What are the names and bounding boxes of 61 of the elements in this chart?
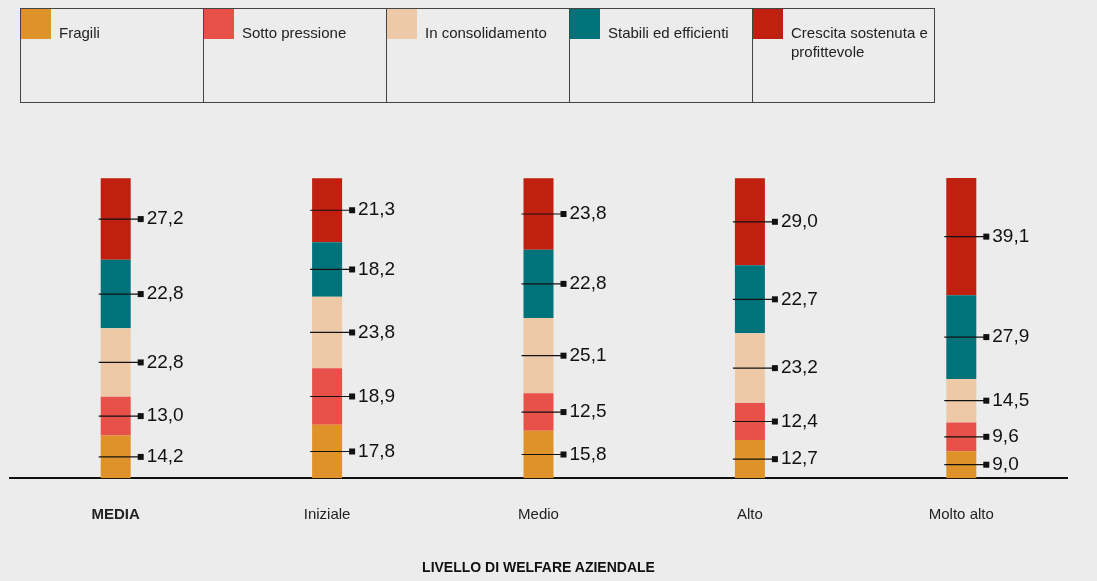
legend-label: In consolidamento <box>425 23 548 42</box>
data-label: 27,2 <box>146 207 184 229</box>
legend-label: Fragili <box>59 23 101 42</box>
data-label: 13,0 <box>146 404 184 426</box>
data-label: 23,8 <box>358 320 396 342</box>
bar <box>523 393 554 431</box>
bar <box>100 328 131 397</box>
data-label: 22,8 <box>146 282 184 304</box>
bar <box>734 333 765 403</box>
bar <box>312 242 343 297</box>
data-label: 27,9 <box>992 325 1030 347</box>
x-axis-title: LIVELLO DI WELFARE AZIENDALE <box>422 559 655 576</box>
data-label: 17,8 <box>358 439 396 461</box>
bar <box>734 265 765 334</box>
bar <box>523 318 554 394</box>
data-label: 22,8 <box>146 350 184 372</box>
data-label: 12,5 <box>569 400 607 422</box>
bar <box>312 296 343 369</box>
data-label: 22,8 <box>569 272 607 294</box>
bar <box>523 249 554 319</box>
x-tick-label: Iniziale <box>303 505 351 523</box>
bar <box>523 178 554 250</box>
bar <box>312 178 343 243</box>
data-label: 25,1 <box>569 343 607 365</box>
data-label: 12,4 <box>780 409 819 431</box>
bar <box>100 396 131 436</box>
x-tick-label: Alto <box>736 505 763 523</box>
bar <box>312 368 343 425</box>
x-tick-label: Molto alto <box>928 505 994 523</box>
bar <box>312 424 343 479</box>
bar <box>734 440 765 479</box>
x-tick-label: MEDIA <box>91 505 141 523</box>
legend-label: Stabili ed efficienti <box>608 23 730 42</box>
bar <box>946 422 977 452</box>
data-label: 39,1 <box>992 224 1030 246</box>
data-label: 9,6 <box>992 425 1019 447</box>
data-label: 18,2 <box>358 257 396 279</box>
bar <box>100 259 131 329</box>
data-label: 12,7 <box>780 447 818 469</box>
bar <box>734 402 765 441</box>
bar <box>523 430 554 479</box>
data-label: 23,8 <box>569 202 607 224</box>
bar <box>946 178 977 296</box>
bar <box>100 178 131 260</box>
data-label: 15,8 <box>569 442 607 464</box>
data-label: 22,7 <box>780 287 818 309</box>
data-label: 14,5 <box>992 388 1030 410</box>
bar <box>734 178 765 266</box>
data-label: 9,0 <box>992 452 1019 474</box>
data-label: 23,2 <box>780 356 818 378</box>
data-label: 29,0 <box>780 210 818 232</box>
bar <box>946 378 977 423</box>
bar <box>946 295 977 379</box>
bar <box>946 451 977 479</box>
data-label: 14,2 <box>146 445 184 467</box>
data-label: 18,9 <box>358 384 396 406</box>
legend-label: Crescita sostenuta e profittevole <box>791 23 929 61</box>
x-tick-label: Medio <box>518 505 559 523</box>
legend-label: Sotto pressione <box>242 23 348 42</box>
data-label: 21,3 <box>358 198 396 220</box>
bar <box>100 435 131 479</box>
